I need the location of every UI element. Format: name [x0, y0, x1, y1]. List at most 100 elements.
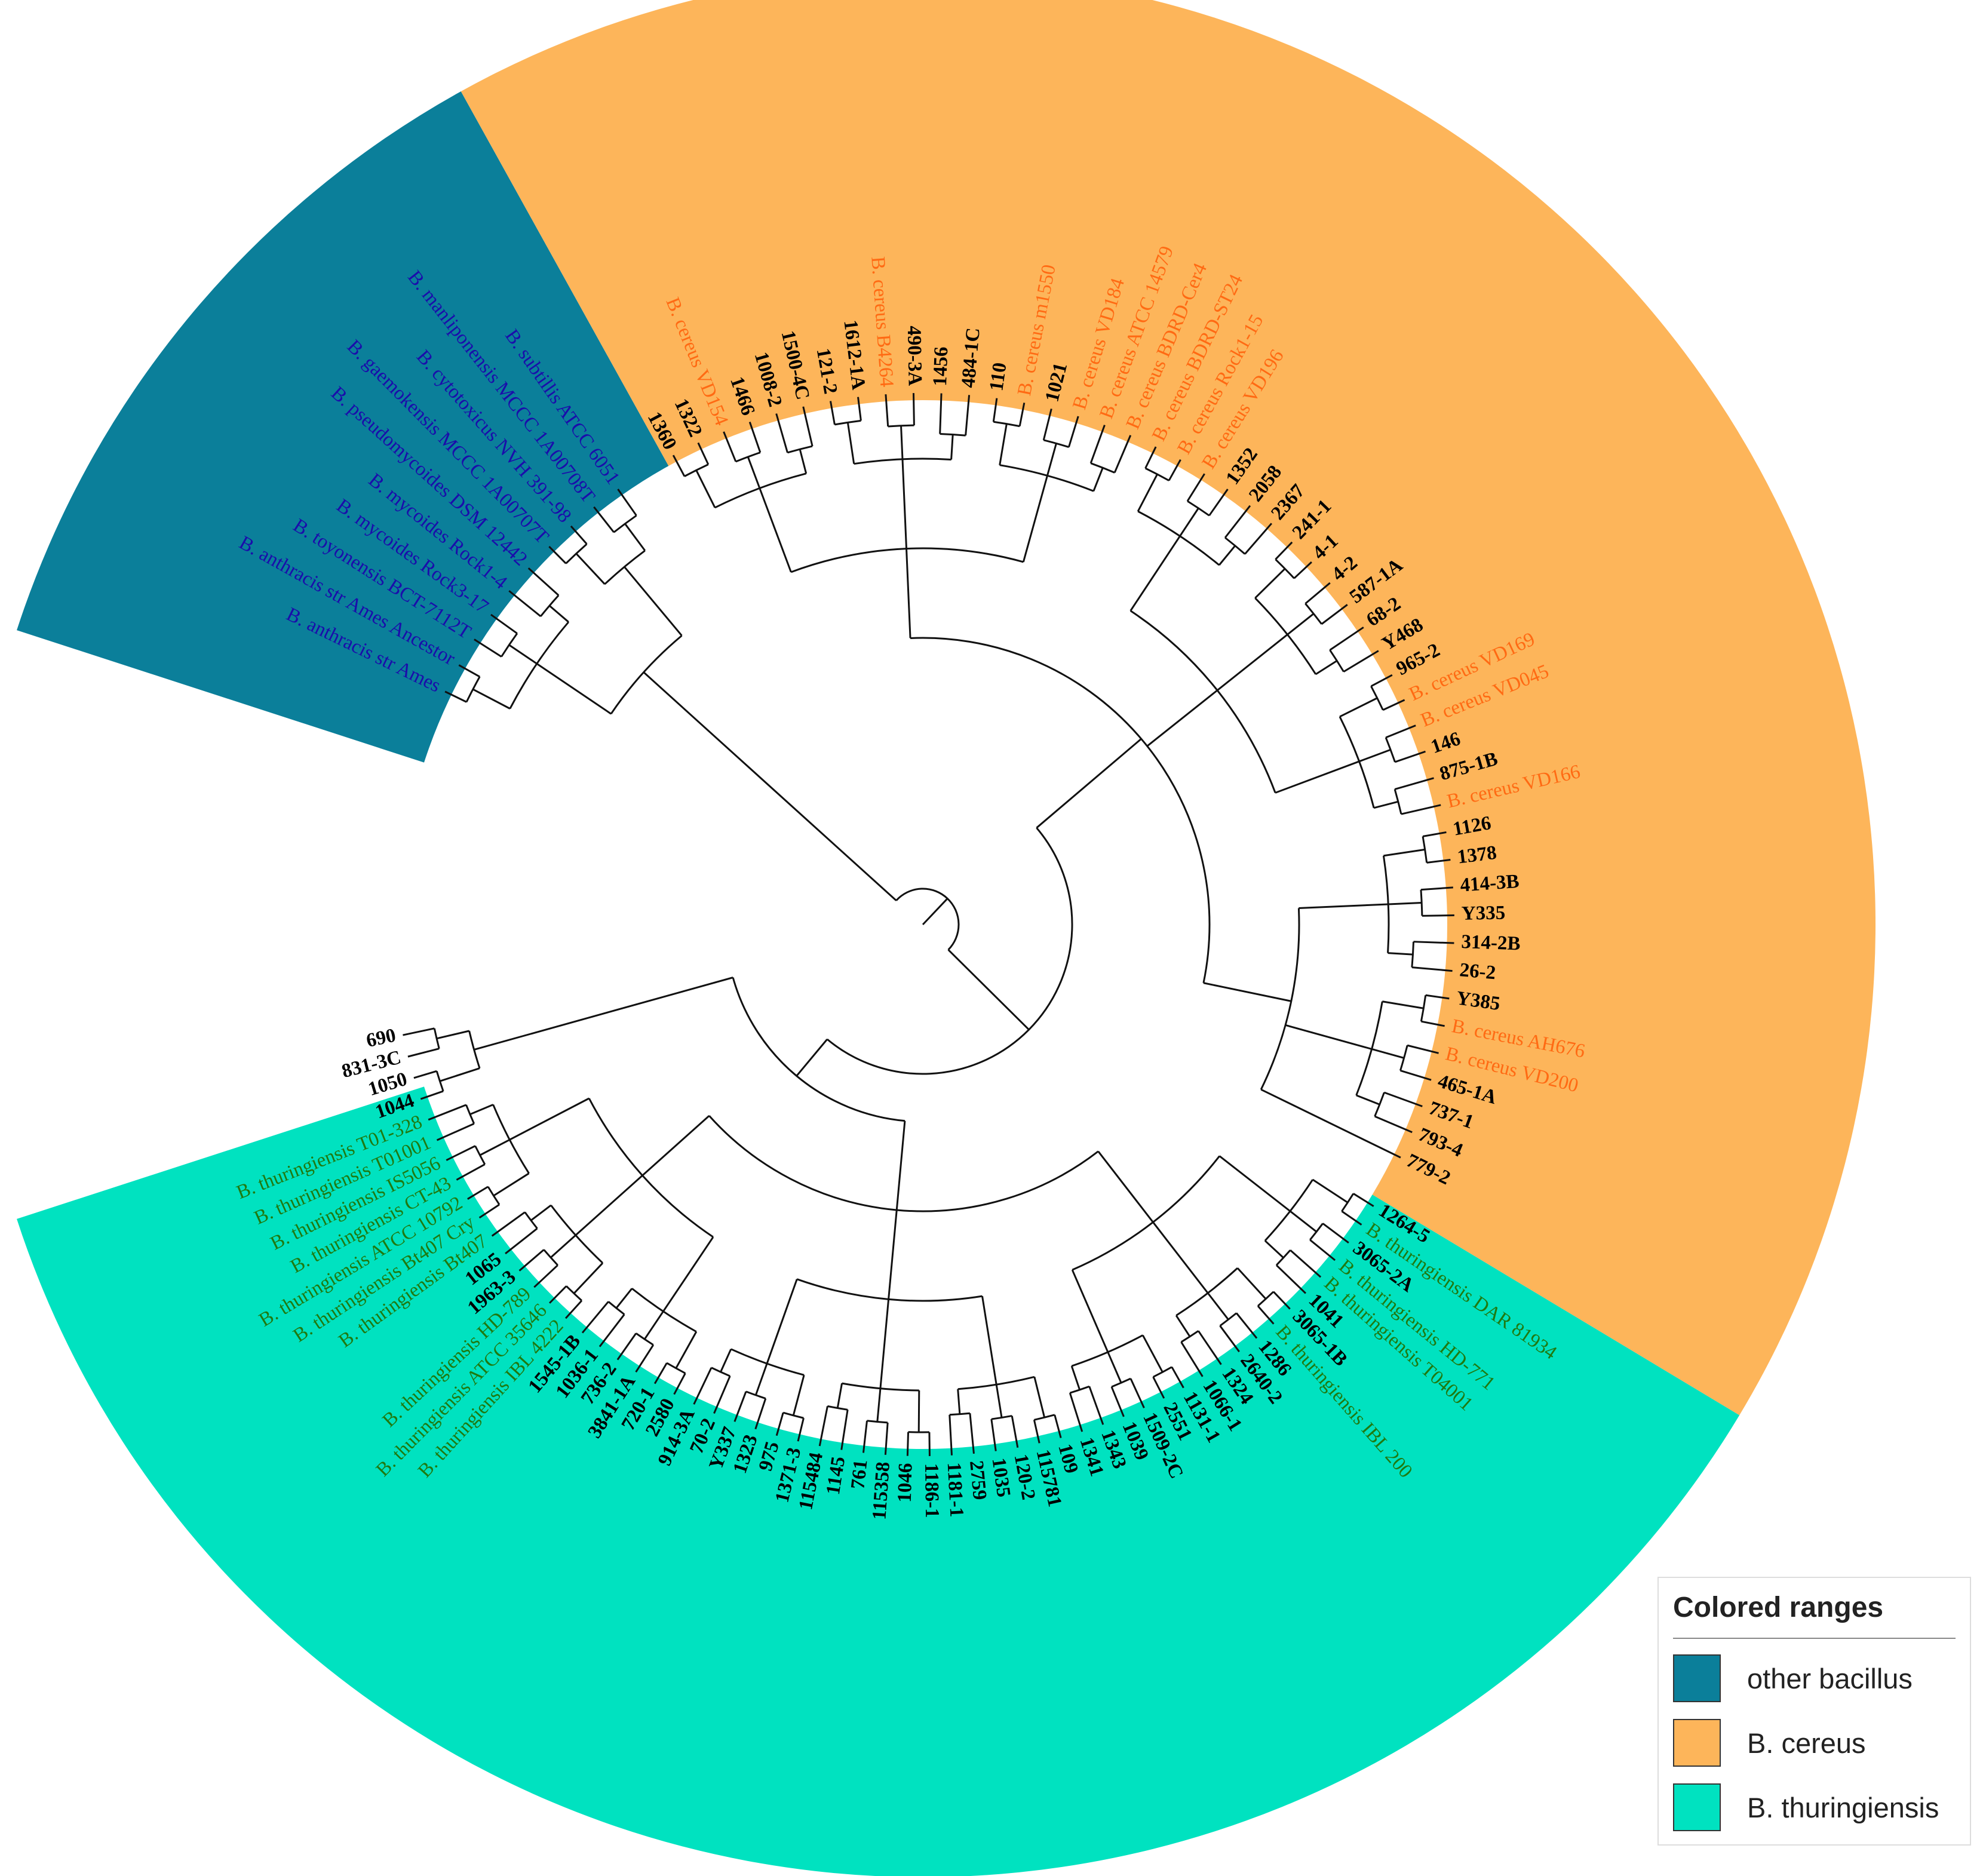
branch — [1353, 1193, 1374, 1207]
branch — [1129, 535, 1181, 612]
branch — [1388, 952, 1413, 956]
branch — [1071, 1269, 1109, 1353]
branch — [1088, 1386, 1104, 1425]
branch — [1385, 724, 1416, 739]
branch — [467, 1186, 489, 1200]
branch — [1400, 1069, 1432, 1081]
branch — [1244, 523, 1273, 555]
branch — [965, 395, 971, 436]
branch-arc — [991, 1415, 1012, 1420]
branch — [428, 1104, 466, 1121]
branch — [775, 413, 788, 453]
branch-arc — [509, 621, 570, 710]
branch — [564, 1300, 583, 1319]
branch — [1359, 748, 1391, 763]
branch — [1413, 941, 1454, 944]
branch — [527, 567, 560, 596]
branch — [1137, 474, 1158, 512]
branch — [615, 1288, 633, 1309]
branch — [491, 1211, 526, 1237]
branch-arc — [1374, 1092, 1385, 1117]
branch — [1236, 1267, 1267, 1300]
branch-arc — [550, 1205, 604, 1264]
branch — [1382, 1000, 1424, 1009]
branch — [653, 1362, 668, 1384]
branch — [1356, 1094, 1380, 1106]
branch-arc — [468, 1030, 481, 1069]
branch — [1411, 966, 1453, 972]
branch — [643, 671, 897, 901]
branch — [436, 1030, 469, 1040]
branch-arc — [730, 1348, 805, 1376]
branch — [446, 1145, 476, 1161]
branch — [1070, 1365, 1081, 1390]
branch — [922, 898, 949, 926]
branch — [403, 1027, 435, 1036]
branch — [969, 1413, 975, 1454]
branch — [662, 1236, 714, 1312]
branch — [1054, 1414, 1062, 1438]
branch — [1299, 903, 1389, 910]
branch-arc — [684, 463, 709, 477]
branch — [469, 1104, 494, 1116]
branch — [981, 1295, 997, 1385]
branch — [478, 1203, 500, 1219]
branch — [1022, 475, 1048, 563]
leaf-label: 1456 — [929, 346, 952, 386]
branch — [1207, 1292, 1229, 1321]
branch — [1113, 435, 1132, 473]
branch — [643, 1310, 664, 1340]
branch — [1218, 1155, 1291, 1212]
branch — [436, 1123, 475, 1141]
branch-arc — [1329, 649, 1345, 673]
branch — [888, 1209, 898, 1300]
branch — [895, 1120, 906, 1211]
branch — [1219, 1325, 1240, 1353]
branch — [947, 949, 1030, 1030]
branch-arc — [666, 1362, 686, 1374]
branch — [1341, 1210, 1362, 1226]
branch — [1042, 409, 1052, 441]
leaf-label: 761 — [847, 1459, 871, 1490]
legend-label-thur: B. thuringiensis — [1747, 1791, 1939, 1823]
branch — [456, 1163, 486, 1181]
branch-arc — [708, 1115, 1099, 1212]
branch-arc — [465, 676, 481, 703]
branch — [1315, 660, 1338, 676]
branch — [693, 1367, 713, 1405]
leaf-label: 110 — [986, 361, 1011, 392]
branch — [533, 1264, 558, 1288]
branch — [472, 688, 511, 710]
branch — [1290, 1249, 1322, 1278]
branch-arc — [1382, 855, 1390, 953]
branch — [862, 1420, 868, 1453]
branch — [1383, 848, 1425, 857]
branch — [1275, 760, 1360, 794]
branch — [713, 1375, 731, 1414]
branch-arc — [465, 1104, 475, 1125]
branch-arc — [566, 1285, 582, 1301]
leaf-label: 414-3B — [1459, 871, 1520, 896]
branch — [1129, 1378, 1145, 1408]
tree-branches — [403, 393, 1454, 1456]
branch — [1067, 416, 1079, 447]
branch — [912, 393, 915, 426]
branch — [992, 398, 998, 422]
branch — [1198, 1330, 1222, 1365]
branch — [1033, 1376, 1046, 1418]
branch-arc — [1370, 686, 1384, 711]
branch-arc — [635, 1332, 654, 1346]
legend-item-thur: B. thuringiensis — [1673, 1783, 1939, 1831]
branch — [799, 449, 808, 474]
leaf-label: 1186-1 — [920, 1463, 943, 1518]
branch — [536, 662, 612, 715]
branch — [792, 1374, 805, 1416]
branch — [407, 1048, 440, 1058]
legend-title: Colored ranges — [1673, 1592, 1884, 1623]
branch-arc — [834, 419, 861, 426]
branch — [766, 1279, 798, 1364]
branch — [1089, 425, 1106, 464]
branch — [550, 1235, 576, 1258]
legend-item-cereus: B. cereus — [1673, 1719, 1866, 1767]
branch — [747, 456, 761, 489]
